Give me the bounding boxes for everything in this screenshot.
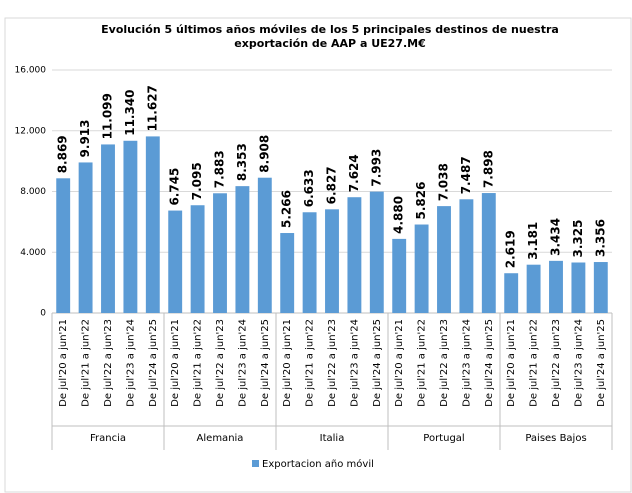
legend-label: Exportacion año móvil: [262, 458, 374, 470]
group-label: Portugal: [423, 433, 464, 444]
bar: [459, 199, 474, 313]
data-label: 7.993: [369, 149, 383, 187]
bar: [280, 233, 295, 313]
x-tick-label: De jul'20 a jun'21: [58, 319, 69, 407]
bar: [347, 197, 362, 313]
data-label: 7.898: [481, 150, 495, 188]
x-tick-label: De jul'24 a jun'25: [596, 319, 607, 407]
data-label: 6.827: [325, 166, 339, 204]
bar: [481, 193, 496, 313]
data-label: 7.487: [459, 156, 473, 194]
data-label: 5.826: [414, 182, 428, 220]
x-tick-label: De jul'22 a jun'23: [439, 319, 450, 407]
x-tick-label: De jul'24 a jun'25: [260, 319, 271, 407]
x-tick-label: De jul'23 a jun'24: [349, 319, 360, 407]
bar: [593, 262, 608, 313]
x-tick-label: De jul'21 a jun'22: [529, 319, 540, 407]
y-tick-label: 12.000: [15, 126, 47, 136]
group-label: Italia: [320, 433, 345, 444]
data-label: 11.627: [145, 85, 159, 131]
group-label: Paises Bajos: [525, 433, 586, 444]
bar: [145, 136, 160, 313]
x-tick-label: De jul'21 a jun'22: [417, 319, 428, 407]
bar: [437, 206, 451, 313]
x-tick-label: De jul'22 a jun'23: [215, 319, 226, 407]
data-label: 4.880: [392, 196, 406, 234]
bar: [56, 178, 71, 313]
y-tick-label: 0: [40, 309, 46, 319]
group-label: Francia: [90, 433, 126, 444]
data-label: 2.619: [504, 230, 518, 268]
bar: [392, 238, 407, 313]
y-tick-label: 4.000: [20, 248, 46, 258]
x-tick-label: De jul'20 a jun'21: [506, 319, 517, 407]
group-label: Alemania: [197, 433, 244, 444]
bar: [504, 273, 519, 313]
data-label: 3.434: [549, 218, 563, 256]
chart-title: exportación de AAP a UE27.M€: [234, 37, 425, 50]
bar: [571, 262, 586, 313]
y-tick-label: 8.000: [20, 187, 46, 197]
y-tick-label: 16.000: [15, 66, 47, 76]
bar: [414, 224, 429, 313]
bar: [101, 144, 115, 313]
data-label: 8.353: [235, 143, 249, 181]
x-tick-label: De jul'21 a jun'22: [305, 319, 316, 407]
data-label: 9.913: [78, 119, 92, 157]
data-label: 7.095: [190, 162, 204, 200]
x-tick-label: De jul'22 a jun'23: [103, 319, 114, 407]
x-tick-label: De jul'24 a jun'25: [484, 319, 495, 407]
data-label: 6.633: [302, 169, 316, 207]
x-tick-label: De jul'24 a jun'25: [148, 319, 159, 407]
data-label: 8.869: [56, 135, 70, 173]
bar: [369, 191, 384, 313]
x-tick-label: De jul'23 a jun'24: [461, 319, 472, 407]
data-label: 7.624: [347, 154, 361, 192]
bar: [302, 212, 317, 313]
legend-swatch: [252, 460, 259, 467]
x-tick-label: De jul'24 a jun'25: [372, 319, 383, 407]
bar: [78, 162, 93, 313]
chart-title: Evolución 5 últimos años móviles de los …: [101, 23, 559, 36]
data-label: 5.266: [280, 190, 294, 228]
bar: [325, 209, 339, 313]
x-tick-label: De jul'21 a jun'22: [81, 319, 92, 407]
data-label: 3.325: [571, 220, 585, 258]
bar: [190, 205, 205, 313]
data-label: 3.356: [593, 219, 607, 257]
bar: [526, 264, 541, 313]
data-label: 7.883: [213, 150, 227, 188]
x-tick-label: De jul'20 a jun'21: [282, 319, 293, 407]
x-tick-label: De jul'22 a jun'23: [551, 319, 562, 407]
data-label: 6.745: [168, 168, 182, 206]
x-tick-label: De jul'23 a jun'24: [573, 319, 584, 407]
x-tick-label: De jul'21 a jun'22: [193, 319, 204, 407]
bar: [235, 186, 250, 313]
data-label: 11.340: [123, 89, 137, 135]
x-tick-label: De jul'23 a jun'24: [237, 319, 248, 407]
bar: [168, 210, 183, 313]
x-tick-label: De jul'20 a jun'21: [170, 319, 181, 407]
bar: [257, 177, 272, 313]
bar: [213, 193, 227, 313]
x-tick-label: De jul'22 a jun'23: [327, 319, 338, 407]
data-label: 3.181: [526, 222, 540, 260]
bar: [123, 140, 138, 313]
bar: [549, 260, 563, 313]
data-label: 7.038: [437, 163, 451, 201]
x-tick-label: De jul'23 a jun'24: [125, 319, 136, 407]
data-label: 11.099: [101, 93, 115, 139]
x-tick-label: De jul'20 a jun'21: [394, 319, 405, 407]
data-label: 8.908: [257, 135, 271, 173]
